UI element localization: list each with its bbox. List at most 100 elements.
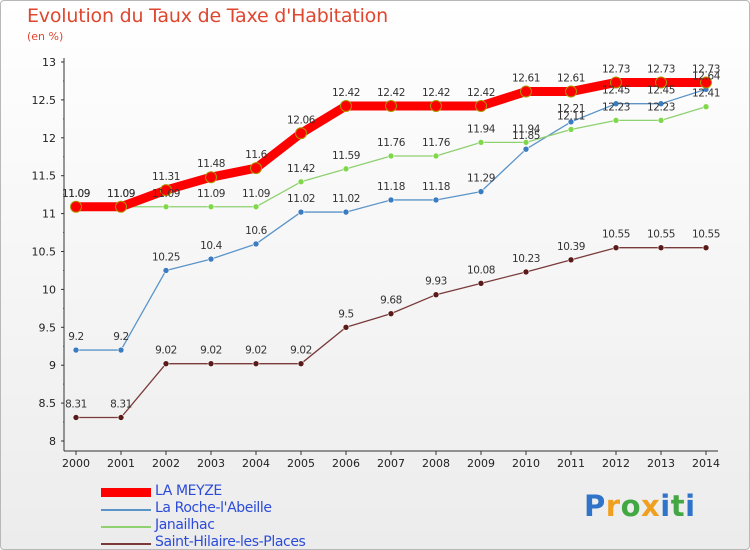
data-point-saint-hilaire-les-places: [522, 268, 530, 276]
data-label-saint-hilaire-les-places: 9.93: [425, 276, 447, 288]
data-label-la-roche-labeille: 11.85: [512, 130, 540, 142]
data-label-janailhac: 12.11: [557, 110, 585, 122]
x-tick-label: 2009: [467, 457, 495, 470]
data-point-la-roche-labeille: [252, 240, 260, 248]
data-point-la-roche-labeille: [522, 145, 530, 153]
data-label-saint-hilaire-les-places: 9.02: [200, 345, 222, 357]
data-point-la-roche-labeille: [387, 196, 395, 204]
data-label-janailhac: 11.09: [197, 188, 225, 200]
data-point-saint-hilaire-les-places: [72, 414, 80, 421]
data-label-janailhac: 11.76: [422, 137, 451, 149]
data-label-la-roche-labeille: 11.18: [377, 181, 405, 193]
data-label-janailhac: 11.09: [242, 188, 270, 200]
legend-swatch: [101, 543, 151, 545]
data-label-la-meyze: 12.73: [647, 63, 675, 75]
logo-letter: i: [685, 489, 696, 523]
legend-label: Janailhac: [155, 517, 215, 533]
data-label-saint-hilaire-les-places: 10.23: [512, 253, 540, 265]
data-label-la-meyze: 11.09: [107, 188, 135, 200]
data-label-janailhac: 12.23: [602, 101, 630, 113]
data-label-saint-hilaire-les-places: 10.39: [557, 241, 585, 253]
data-label-la-meyze: 11.09: [62, 188, 90, 200]
data-label-la-meyze: 12.42: [377, 87, 405, 99]
data-point-saint-hilaire-les-places: [432, 291, 440, 299]
data-label-janailhac: 11.09: [152, 188, 180, 200]
data-label-la-meyze: 12.06: [287, 114, 316, 126]
data-label-janailhac: 11.94: [512, 123, 541, 135]
data-label-la-meyze: 11.6: [245, 149, 267, 161]
y-tick-label: 12: [42, 132, 56, 145]
data-label-la-roche-labeille: 11.02: [332, 193, 360, 205]
data-point-saint-hilaire-les-places: [342, 323, 350, 331]
data-point-janailhac: [162, 203, 170, 211]
data-label-janailhac: 11.42: [287, 163, 315, 175]
y-tick-label: 10.5: [32, 246, 57, 259]
logo-letter: x: [641, 489, 661, 523]
data-label-saint-hilaire-les-places: 10.55: [692, 229, 720, 241]
legend-label: La Roche-l'Abeille: [155, 500, 272, 516]
data-label-la-meyze: 12.61: [512, 73, 540, 85]
data-label-la-meyze: 12.73: [602, 63, 630, 75]
data-label-la-roche-labeille: 11.18: [422, 181, 450, 193]
x-tick-label: 2012: [602, 457, 630, 470]
data-point-saint-hilaire-les-places: [657, 244, 665, 252]
data-point-la-roche-labeille: [162, 267, 170, 274]
series-line-saint-hilaire-les-places: [75, 247, 707, 419]
data-point-la-meyze: [385, 99, 397, 112]
x-tick-label: 2014: [692, 457, 720, 470]
data-label-la-meyze: 11.31: [152, 171, 180, 183]
proxiti-logo: Proxiti: [584, 489, 696, 523]
data-label-la-roche-labeille: 12.45: [647, 85, 675, 97]
logo-letter: t: [670, 489, 686, 523]
data-label-saint-hilaire-les-places: 8.31: [65, 399, 87, 411]
data-point-la-roche-labeille: [612, 100, 620, 107]
data-point-la-roche-labeille: [117, 346, 125, 354]
data-label-la-roche-labeille: 10.25: [152, 251, 180, 263]
data-point-janailhac: [342, 165, 350, 173]
data-label-la-roche-labeille: 9.2: [113, 331, 129, 343]
y-tick-label: 13: [42, 56, 56, 69]
legend-label: Saint-Hilaire-les-Places: [155, 534, 306, 550]
data-label-la-roche-labeille: 12.21: [557, 103, 585, 115]
logo-letter: r: [605, 489, 621, 523]
legend-swatch: [101, 509, 151, 511]
y-tick-label: 9: [49, 359, 56, 372]
y-tick-label: 11.5: [32, 170, 57, 183]
data-label-janailhac: 12.41: [692, 88, 720, 100]
data-point-la-roche-labeille: [342, 208, 350, 216]
data-point-saint-hilaire-les-places: [477, 280, 485, 287]
data-label-la-roche-labeille: 10.4: [200, 240, 222, 252]
x-tick-label: 2000: [62, 457, 90, 470]
data-point-la-meyze: [70, 200, 82, 213]
data-point-la-meyze: [565, 85, 577, 98]
data-label-la-roche-labeille: 9.2: [68, 331, 84, 343]
data-label-la-meyze: 12.42: [332, 87, 360, 99]
data-label-saint-hilaire-les-places: 10.08: [467, 264, 495, 276]
data-point-la-meyze: [520, 85, 532, 98]
chart-title: Evolution du Taux de Taxe d'Habitation: [27, 5, 388, 27]
data-point-la-roche-labeille: [432, 196, 440, 204]
data-point-janailhac: [252, 203, 260, 211]
data-point-janailhac: [567, 126, 575, 133]
x-tick-label: 2008: [422, 457, 450, 470]
data-point-saint-hilaire-les-places: [567, 256, 575, 264]
data-point-janailhac: [657, 117, 665, 124]
data-label-janailhac: 11.76: [377, 137, 406, 149]
x-tick-label: 2002: [152, 457, 180, 470]
data-point-la-meyze: [475, 99, 487, 112]
data-label-la-meyze: 12.73: [692, 63, 720, 75]
data-point-saint-hilaire-les-places: [252, 360, 260, 367]
data-point-la-meyze: [340, 99, 352, 112]
data-label-saint-hilaire-les-places: 9.02: [245, 345, 267, 357]
data-point-la-meyze: [295, 127, 307, 140]
data-label-la-roche-labeille: 11.29: [467, 173, 495, 185]
x-tick-label: 2004: [242, 457, 270, 470]
y-tick-label: 10: [42, 283, 56, 296]
data-point-la-roche-labeille: [477, 188, 485, 195]
data-point-la-roche-labeille: [297, 208, 305, 216]
data-point-la-meyze: [655, 76, 667, 89]
data-point-saint-hilaire-les-places: [387, 310, 395, 317]
legend-swatch: [101, 488, 151, 497]
data-point-saint-hilaire-les-places: [162, 360, 170, 367]
